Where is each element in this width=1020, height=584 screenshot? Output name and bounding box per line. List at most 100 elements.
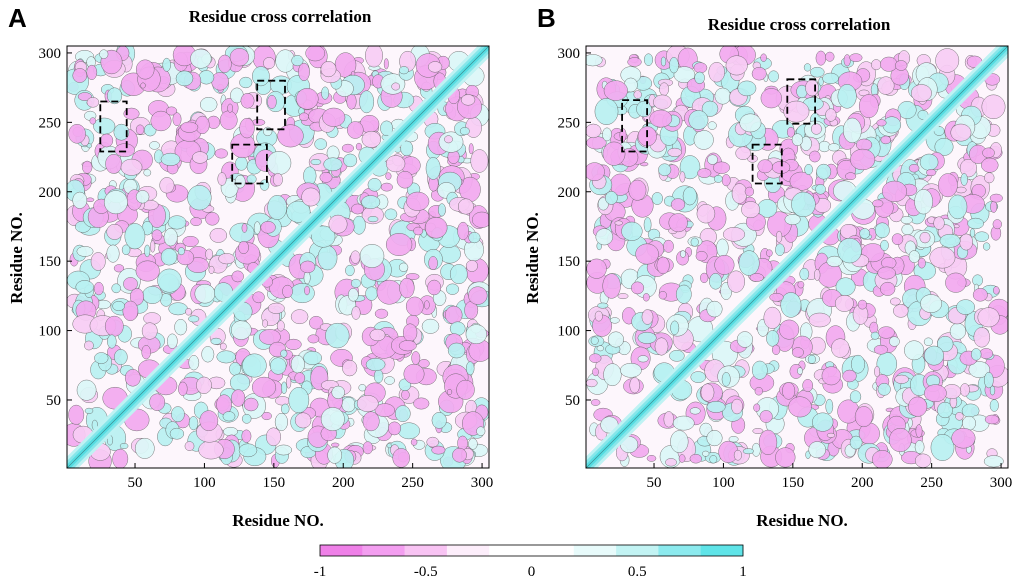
correlation-blob — [873, 344, 888, 355]
correlation-blob — [815, 184, 826, 195]
correlation-blob — [700, 272, 709, 284]
correlation-blob — [880, 281, 896, 296]
correlation-blob — [235, 156, 248, 171]
correlation-blob — [702, 450, 710, 457]
correlation-blob — [396, 170, 414, 189]
correlation-blob — [243, 397, 259, 412]
x-tick-label: 300 — [471, 475, 494, 491]
correlation-blob — [111, 283, 121, 294]
correlation-blob — [672, 415, 695, 431]
correlation-blob — [100, 133, 114, 148]
correlation-blob — [282, 284, 293, 298]
correlation-blob — [877, 76, 895, 95]
correlation-blob — [84, 407, 94, 414]
correlation-blob — [341, 396, 356, 413]
correlation-blob — [144, 244, 151, 258]
correlation-blob — [708, 62, 725, 83]
correlation-blob — [410, 438, 418, 446]
colorbar: -1 -0.5 0 0.5 1 — [314, 544, 747, 580]
correlation-blob — [834, 294, 854, 312]
correlation-blob — [310, 158, 322, 166]
correlation-blob — [810, 66, 825, 78]
correlation-blob — [736, 331, 753, 348]
correlation-blob — [889, 297, 901, 306]
panel-b: B Residue cross correlation Residue NO. … — [523, 3, 1012, 530]
correlation-blob — [239, 117, 255, 139]
correlation-blob — [90, 252, 106, 271]
correlation-blob — [609, 317, 620, 324]
correlation-blob — [707, 154, 718, 165]
correlation-blob — [602, 127, 612, 142]
correlation-blob — [347, 288, 359, 302]
correlation-blob — [134, 437, 155, 459]
correlation-blob — [358, 384, 367, 392]
correlation-blob — [291, 55, 304, 67]
colorbar-segments — [320, 545, 744, 556]
correlation-blob — [169, 427, 185, 440]
correlation-blob — [143, 169, 152, 177]
correlation-blob — [788, 396, 812, 418]
correlation-blob — [303, 350, 322, 366]
correlation-blob — [837, 84, 857, 109]
correlation-blob — [926, 168, 937, 177]
correlation-blob — [620, 362, 642, 378]
correlation-blob — [741, 201, 761, 219]
colorbar-ticks: -1 -0.5 0 0.5 1 — [314, 564, 747, 580]
diagonal-band — [67, 46, 489, 468]
correlation-blob — [304, 285, 310, 296]
diagonal-core-line — [67, 46, 489, 468]
correlation-blob — [595, 228, 614, 246]
correlation-blob — [968, 361, 991, 378]
x-tick-label: 100 — [193, 475, 216, 491]
correlation-blob — [735, 146, 751, 160]
colorbar-segment — [362, 545, 405, 556]
correlation-blob — [680, 250, 686, 258]
correlation-blob — [163, 228, 178, 247]
correlation-blob — [121, 244, 131, 256]
correlation-blob — [165, 106, 178, 116]
correlation-blob — [331, 442, 340, 448]
correlation-blob — [769, 292, 784, 302]
correlation-blob — [673, 66, 696, 84]
correlation-blob — [791, 347, 804, 358]
correlation-blob — [877, 382, 891, 396]
correlation-blob — [201, 346, 215, 363]
correlation-blob — [260, 221, 276, 234]
correlation-blob — [251, 376, 277, 398]
correlation-blob — [586, 162, 605, 182]
correlation-blob — [365, 46, 383, 68]
correlation-blob — [106, 244, 120, 263]
correlation-blob — [850, 148, 876, 171]
colorbar-tick-label: 0 — [528, 564, 536, 580]
correlation-blob — [327, 446, 343, 464]
correlation-blob — [397, 422, 420, 440]
correlation-blob — [288, 387, 310, 414]
correlation-blob — [281, 381, 288, 395]
correlation-blob — [706, 300, 723, 318]
correlation-blob — [365, 286, 378, 301]
correlation-blob — [465, 259, 478, 272]
correlation-blob — [934, 137, 954, 156]
correlation-blob — [303, 271, 311, 285]
highlight-boxes — [99, 79, 286, 185]
correlation-blob — [342, 359, 358, 377]
correlation-blob — [317, 245, 338, 271]
correlation-blob — [714, 87, 731, 105]
correlation-blob — [924, 345, 944, 366]
correlation-blob — [229, 373, 251, 392]
y-tick-label: 100 — [39, 324, 62, 340]
correlation-blob — [122, 300, 139, 322]
correlation-blob — [385, 233, 413, 256]
correlation-blob — [401, 389, 410, 400]
colorbar-tick-label: 1 — [739, 564, 747, 580]
correlation-blob — [670, 430, 689, 453]
correlation-blob — [825, 51, 835, 62]
correlation-blob — [914, 189, 933, 215]
correlation-blob — [682, 186, 697, 206]
y-axis-label: Residue NO. — [7, 212, 26, 304]
correlation-blob — [821, 366, 841, 386]
correlation-blob — [362, 441, 373, 455]
correlation-blob — [190, 48, 212, 69]
correlation-blob — [385, 155, 406, 173]
correlation-blob — [721, 372, 731, 387]
